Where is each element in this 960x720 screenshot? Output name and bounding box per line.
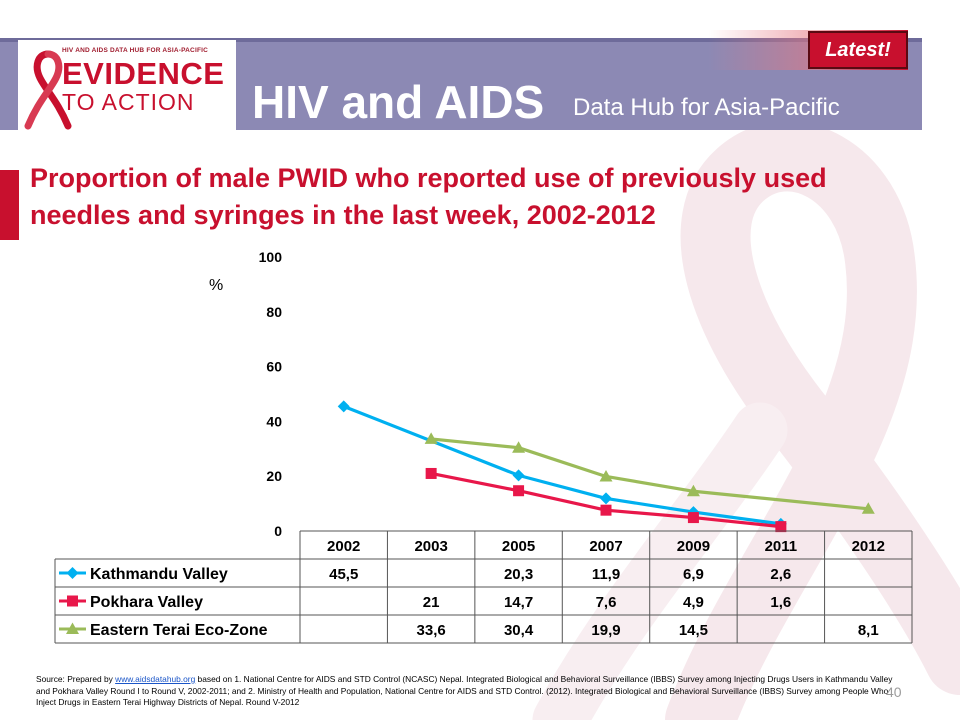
category-label: 2003 — [414, 538, 447, 555]
category-label: 2005 — [502, 538, 535, 555]
data-point — [513, 485, 525, 497]
table-cell-value: 11,9 — [592, 566, 620, 583]
table-cell-value: 20,3 — [504, 566, 533, 583]
y-tick-label: 0 — [274, 523, 282, 539]
table-cell-value: 6,9 — [683, 566, 704, 583]
table-cell-value: 14,7 — [504, 594, 533, 611]
legend-key — [59, 622, 86, 634]
y-tick-label: 100 — [259, 249, 283, 265]
y-axis-ticks: 0 20 40 60 80 100 — [259, 249, 283, 539]
series-line — [430, 437, 869, 511]
series-name: Kathmandu Valley — [90, 566, 228, 583]
table-cell-value: 8,1 — [858, 622, 879, 639]
source-link[interactable]: www.aidsdatahub.org — [115, 674, 196, 684]
data-point — [425, 467, 437, 479]
table-cell-value: 14,5 — [679, 622, 708, 639]
y-axis-unit: % — [209, 277, 223, 294]
series-line — [343, 404, 782, 526]
table-cell-value: 30,4 — [504, 622, 534, 639]
title-accent-bar — [0, 170, 19, 240]
data-point — [687, 512, 699, 524]
table-cell-value: 19,9 — [591, 622, 620, 639]
latest-badge: Latest! — [808, 31, 908, 69]
header-subtitle: Data Hub for Asia-Pacific — [573, 94, 840, 121]
legend-marker — [66, 567, 79, 579]
table-cell-value: 45,5 — [329, 566, 358, 583]
series-eastern-terai-eco-zone — [424, 432, 875, 514]
y-tick-label: 60 — [266, 359, 282, 375]
data-point — [861, 502, 875, 514]
source-note: Source: Prepared by www.aidsdatahub.org … — [36, 674, 896, 709]
data-point — [775, 521, 787, 533]
logo-tagline: HIV AND AIDS DATA HUB FOR ASIA-PACIFIC — [62, 47, 209, 54]
legend-key — [59, 595, 86, 607]
page-number: 40 — [886, 684, 902, 700]
data-point — [599, 469, 613, 482]
series-kathmandu-valley — [337, 400, 787, 530]
data-point — [686, 484, 700, 497]
legend-key — [59, 567, 86, 579]
table-cell-value: 33,6 — [417, 622, 446, 639]
data-point — [512, 469, 525, 482]
slide-title: Proportion of male PWID who reported use… — [30, 163, 827, 230]
header-title: HIV and AIDS — [252, 76, 545, 128]
category-label: 2002 — [327, 538, 360, 555]
data-point — [512, 441, 526, 453]
legend-marker — [66, 622, 79, 634]
series-layer — [337, 400, 875, 533]
table-cell-value: 7,6 — [596, 594, 617, 611]
y-tick-label: 20 — [266, 468, 282, 484]
data-point — [600, 504, 612, 516]
y-tick-label: 80 — [266, 304, 282, 320]
table-cell-value: 2,6 — [770, 566, 791, 583]
table-cell-value: 21 — [423, 594, 440, 611]
data-point — [424, 432, 438, 444]
data-point — [600, 492, 612, 505]
category-label: 2011 — [765, 538, 798, 555]
table-cell-value: 1,6 — [770, 594, 791, 611]
data-table: 2002 2003 2005 2007 2009 2011 2012 Kathmandu Va… — [54, 530, 913, 644]
category-label: 2009 — [677, 538, 710, 555]
category-label: 2007 — [589, 538, 622, 555]
legend-marker — [67, 595, 78, 607]
logo-word-evidence: EVIDENCE — [62, 56, 225, 91]
series-name: Eastern Terai Eco-Zone — [90, 622, 268, 639]
source-prefix: Source: Prepared by — [36, 674, 116, 684]
source-text: based on 1. National Centre for AIDS and… — [36, 674, 893, 708]
series-pokhara-valley — [425, 467, 787, 533]
y-tick-label: 40 — [266, 413, 282, 429]
category-label: 2012 — [852, 538, 885, 555]
table-cell-value: 4,9 — [683, 594, 704, 611]
data-point — [337, 400, 350, 413]
series-name: Pokhara Valley — [90, 594, 203, 611]
red-ribbon-logo-icon — [24, 50, 72, 130]
logo-word-to-action: TO ACTION — [62, 89, 195, 115]
